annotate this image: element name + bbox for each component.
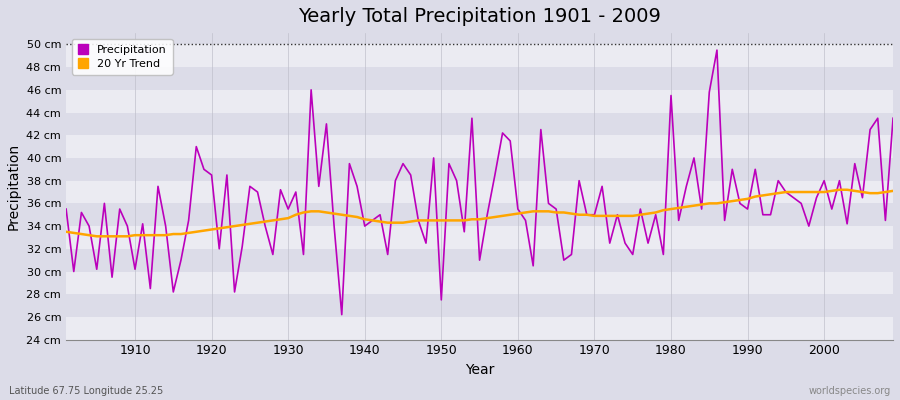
Text: worldspecies.org: worldspecies.org: [809, 386, 891, 396]
Bar: [66, 158, 893, 181]
Bar: [66, 90, 893, 112]
Bar: [66, 181, 893, 203]
Bar: [66, 249, 893, 272]
X-axis label: Year: Year: [465, 363, 494, 377]
Bar: [66, 22, 893, 44]
Title: Yearly Total Precipitation 1901 - 2009: Yearly Total Precipitation 1901 - 2009: [298, 7, 661, 26]
Bar: [66, 135, 893, 158]
Bar: [66, 44, 893, 67]
Y-axis label: Precipitation: Precipitation: [7, 143, 21, 230]
Bar: [66, 226, 893, 249]
Bar: [66, 294, 893, 317]
Text: Latitude 67.75 Longitude 25.25: Latitude 67.75 Longitude 25.25: [9, 386, 163, 396]
Bar: [66, 317, 893, 340]
Bar: [66, 112, 893, 135]
Bar: [66, 272, 893, 294]
Bar: [66, 203, 893, 226]
Bar: [66, 67, 893, 90]
Legend: Precipitation, 20 Yr Trend: Precipitation, 20 Yr Trend: [72, 39, 173, 75]
